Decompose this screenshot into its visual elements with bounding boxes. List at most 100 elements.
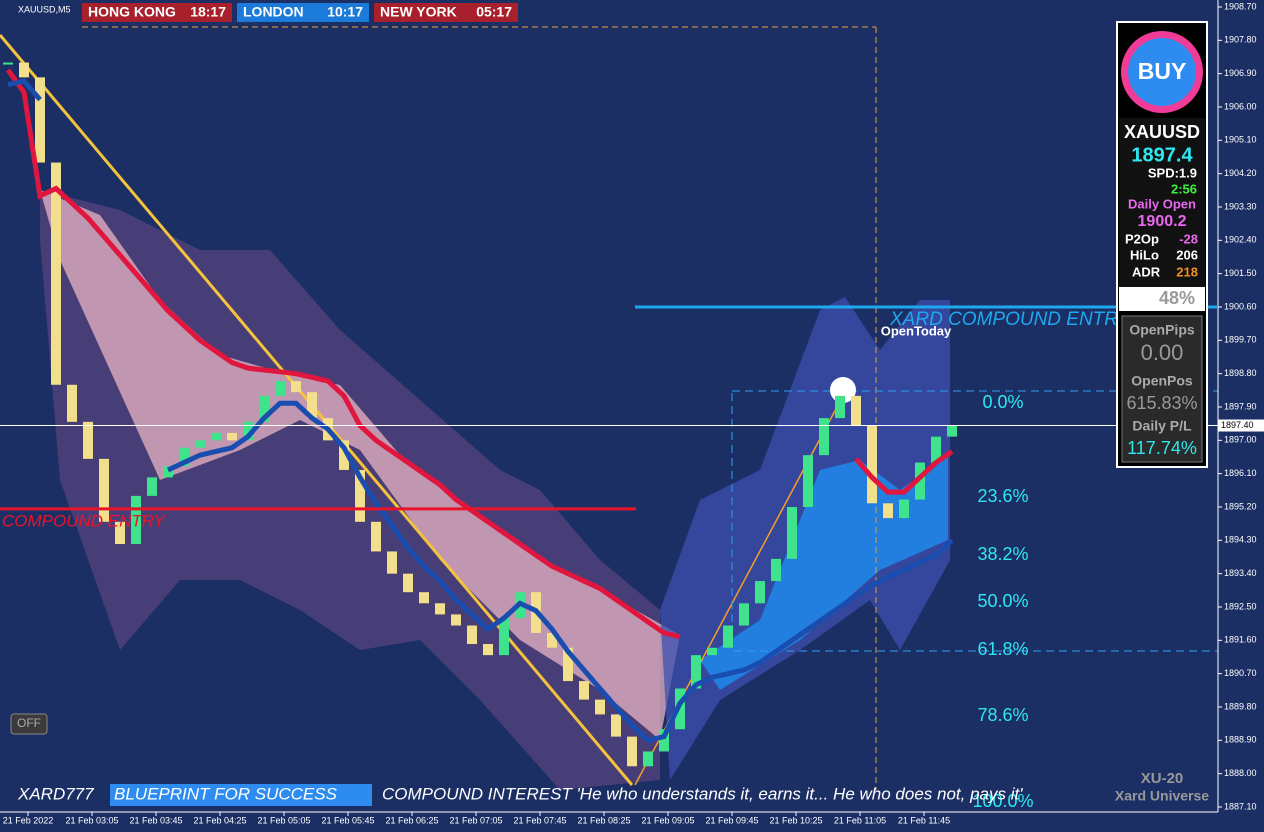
candle xyxy=(467,625,477,645)
panel-symbol: XAUUSD xyxy=(1124,122,1200,142)
symbol-title: XAUUSD,M5 xyxy=(18,4,71,14)
panel-value: -28 xyxy=(1179,231,1198,246)
ma-line xyxy=(5,68,954,640)
candle xyxy=(275,381,285,396)
panel-label: ADR xyxy=(1132,264,1161,279)
candle xyxy=(371,521,381,552)
y-tick-label: 1900.60 xyxy=(1224,301,1257,311)
candle xyxy=(163,466,173,478)
footer-brand: XARD777 xyxy=(17,784,94,803)
candle xyxy=(35,77,45,163)
candle xyxy=(787,507,797,559)
candle xyxy=(115,521,125,545)
candle xyxy=(147,477,157,496)
plot xyxy=(3,62,957,767)
session-city: NEW YORK xyxy=(380,4,457,20)
session-badge xyxy=(374,3,518,22)
off-label[interactable]: OFF xyxy=(17,716,41,730)
x-tick-label: 21 Feb 07:05 xyxy=(449,815,502,825)
fib-label: 61.8% xyxy=(977,639,1028,659)
candle xyxy=(179,447,189,467)
y-tick-label: 1897.90 xyxy=(1224,401,1257,411)
buy-button[interactable] xyxy=(1128,38,1196,106)
candle xyxy=(451,614,461,626)
candle xyxy=(867,425,877,504)
candle xyxy=(723,625,733,648)
y-tick-label: 1887.10 xyxy=(1224,801,1257,811)
x-tick-label: 21 Feb 11:05 xyxy=(834,815,886,825)
candle xyxy=(883,503,893,519)
y-tick-label: 1904.20 xyxy=(1224,168,1257,178)
panel-value: 117.74% xyxy=(1127,438,1197,458)
candle xyxy=(803,455,813,507)
x-tick-label: 21 Feb 10:25 xyxy=(769,815,822,825)
y-tick-label: 1908.70 xyxy=(1224,1,1257,11)
candle xyxy=(643,751,653,767)
candle xyxy=(563,647,573,682)
panel-section xyxy=(1119,118,1205,302)
candle xyxy=(67,384,77,422)
buy-label[interactable]: BUY xyxy=(1138,58,1187,84)
candle xyxy=(611,714,621,737)
annotation: OpenToday xyxy=(881,323,952,338)
candle xyxy=(579,681,589,700)
level-label: COMPOUND ENTRY xyxy=(2,511,166,530)
panel-value: 218 xyxy=(1176,264,1198,279)
off-button[interactable] xyxy=(10,713,48,735)
candle xyxy=(83,421,93,459)
y-tick-label: 1888.90 xyxy=(1224,735,1257,745)
panel-daily-open: 1900.2 xyxy=(1138,213,1187,230)
candle xyxy=(771,558,781,582)
candle xyxy=(3,62,13,65)
y-tick-label: 1890.70 xyxy=(1224,668,1257,678)
y-tick-label: 1907.80 xyxy=(1224,35,1257,45)
panel-section xyxy=(1121,315,1203,463)
y-tick-label: 1895.20 xyxy=(1224,501,1257,511)
y-tick-label: 1901.50 xyxy=(1224,268,1257,278)
level-label: XARD COMPOUND ENTRY xyxy=(889,309,1131,330)
footer-code: XU-20 xyxy=(1141,770,1184,787)
y-tick-label: 1906.00 xyxy=(1224,101,1257,111)
panel-label: Daily P/L xyxy=(1132,418,1192,434)
candle xyxy=(499,618,509,656)
x-tick-label: 21 Feb 11:45 xyxy=(898,815,950,825)
x-tick-label: 21 Feb 06:25 xyxy=(385,815,438,825)
candle xyxy=(51,162,61,385)
fib-label: 100.0% xyxy=(972,791,1033,811)
candle xyxy=(851,395,861,426)
x-tick-label: 21 Feb 03:45 xyxy=(129,815,182,825)
x-tick-label: 21 Feb 09:05 xyxy=(641,815,694,825)
fib-label: 78.6% xyxy=(977,705,1028,725)
ma-line xyxy=(7,78,954,744)
y-tick-label: 1897.00 xyxy=(1224,435,1257,445)
candle xyxy=(435,603,445,615)
candle xyxy=(659,729,669,752)
candle xyxy=(243,421,253,441)
fib-label: 38.2% xyxy=(977,544,1028,564)
panel-percent: 48% xyxy=(1159,288,1195,308)
candle xyxy=(595,699,605,715)
y-tick-label: 1899.70 xyxy=(1224,335,1257,345)
candle xyxy=(387,551,397,574)
y-tick-label: 1889.80 xyxy=(1224,701,1257,711)
candle xyxy=(307,392,317,419)
candle xyxy=(291,381,301,393)
candle xyxy=(19,62,29,78)
candle xyxy=(627,736,637,767)
panel-spread: SPD:1.9 xyxy=(1148,165,1197,180)
candle xyxy=(819,418,829,456)
candle xyxy=(355,469,365,522)
y-tick-label: 1896.10 xyxy=(1224,468,1257,478)
candle xyxy=(755,581,765,604)
session-time: 05:17 xyxy=(476,4,512,20)
candle xyxy=(691,655,701,689)
candle xyxy=(419,592,429,604)
candle xyxy=(259,395,269,422)
candle xyxy=(339,440,349,470)
panel-label: HiLo xyxy=(1130,247,1159,262)
session-badge xyxy=(82,3,232,22)
candle xyxy=(835,395,845,419)
y-tick-label: 1891.60 xyxy=(1224,635,1257,645)
session-time: 10:17 xyxy=(327,4,363,20)
